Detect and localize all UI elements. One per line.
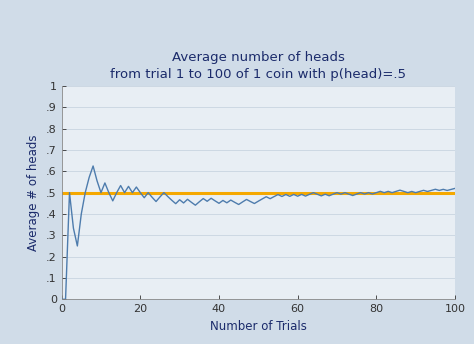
X-axis label: Number of Trials: Number of Trials (210, 320, 307, 333)
Title: Average number of heads
from trial 1 to 100 of 1 coin with p(head)=.5: Average number of heads from trial 1 to … (110, 51, 406, 80)
Y-axis label: Average # of heads: Average # of heads (27, 135, 40, 251)
